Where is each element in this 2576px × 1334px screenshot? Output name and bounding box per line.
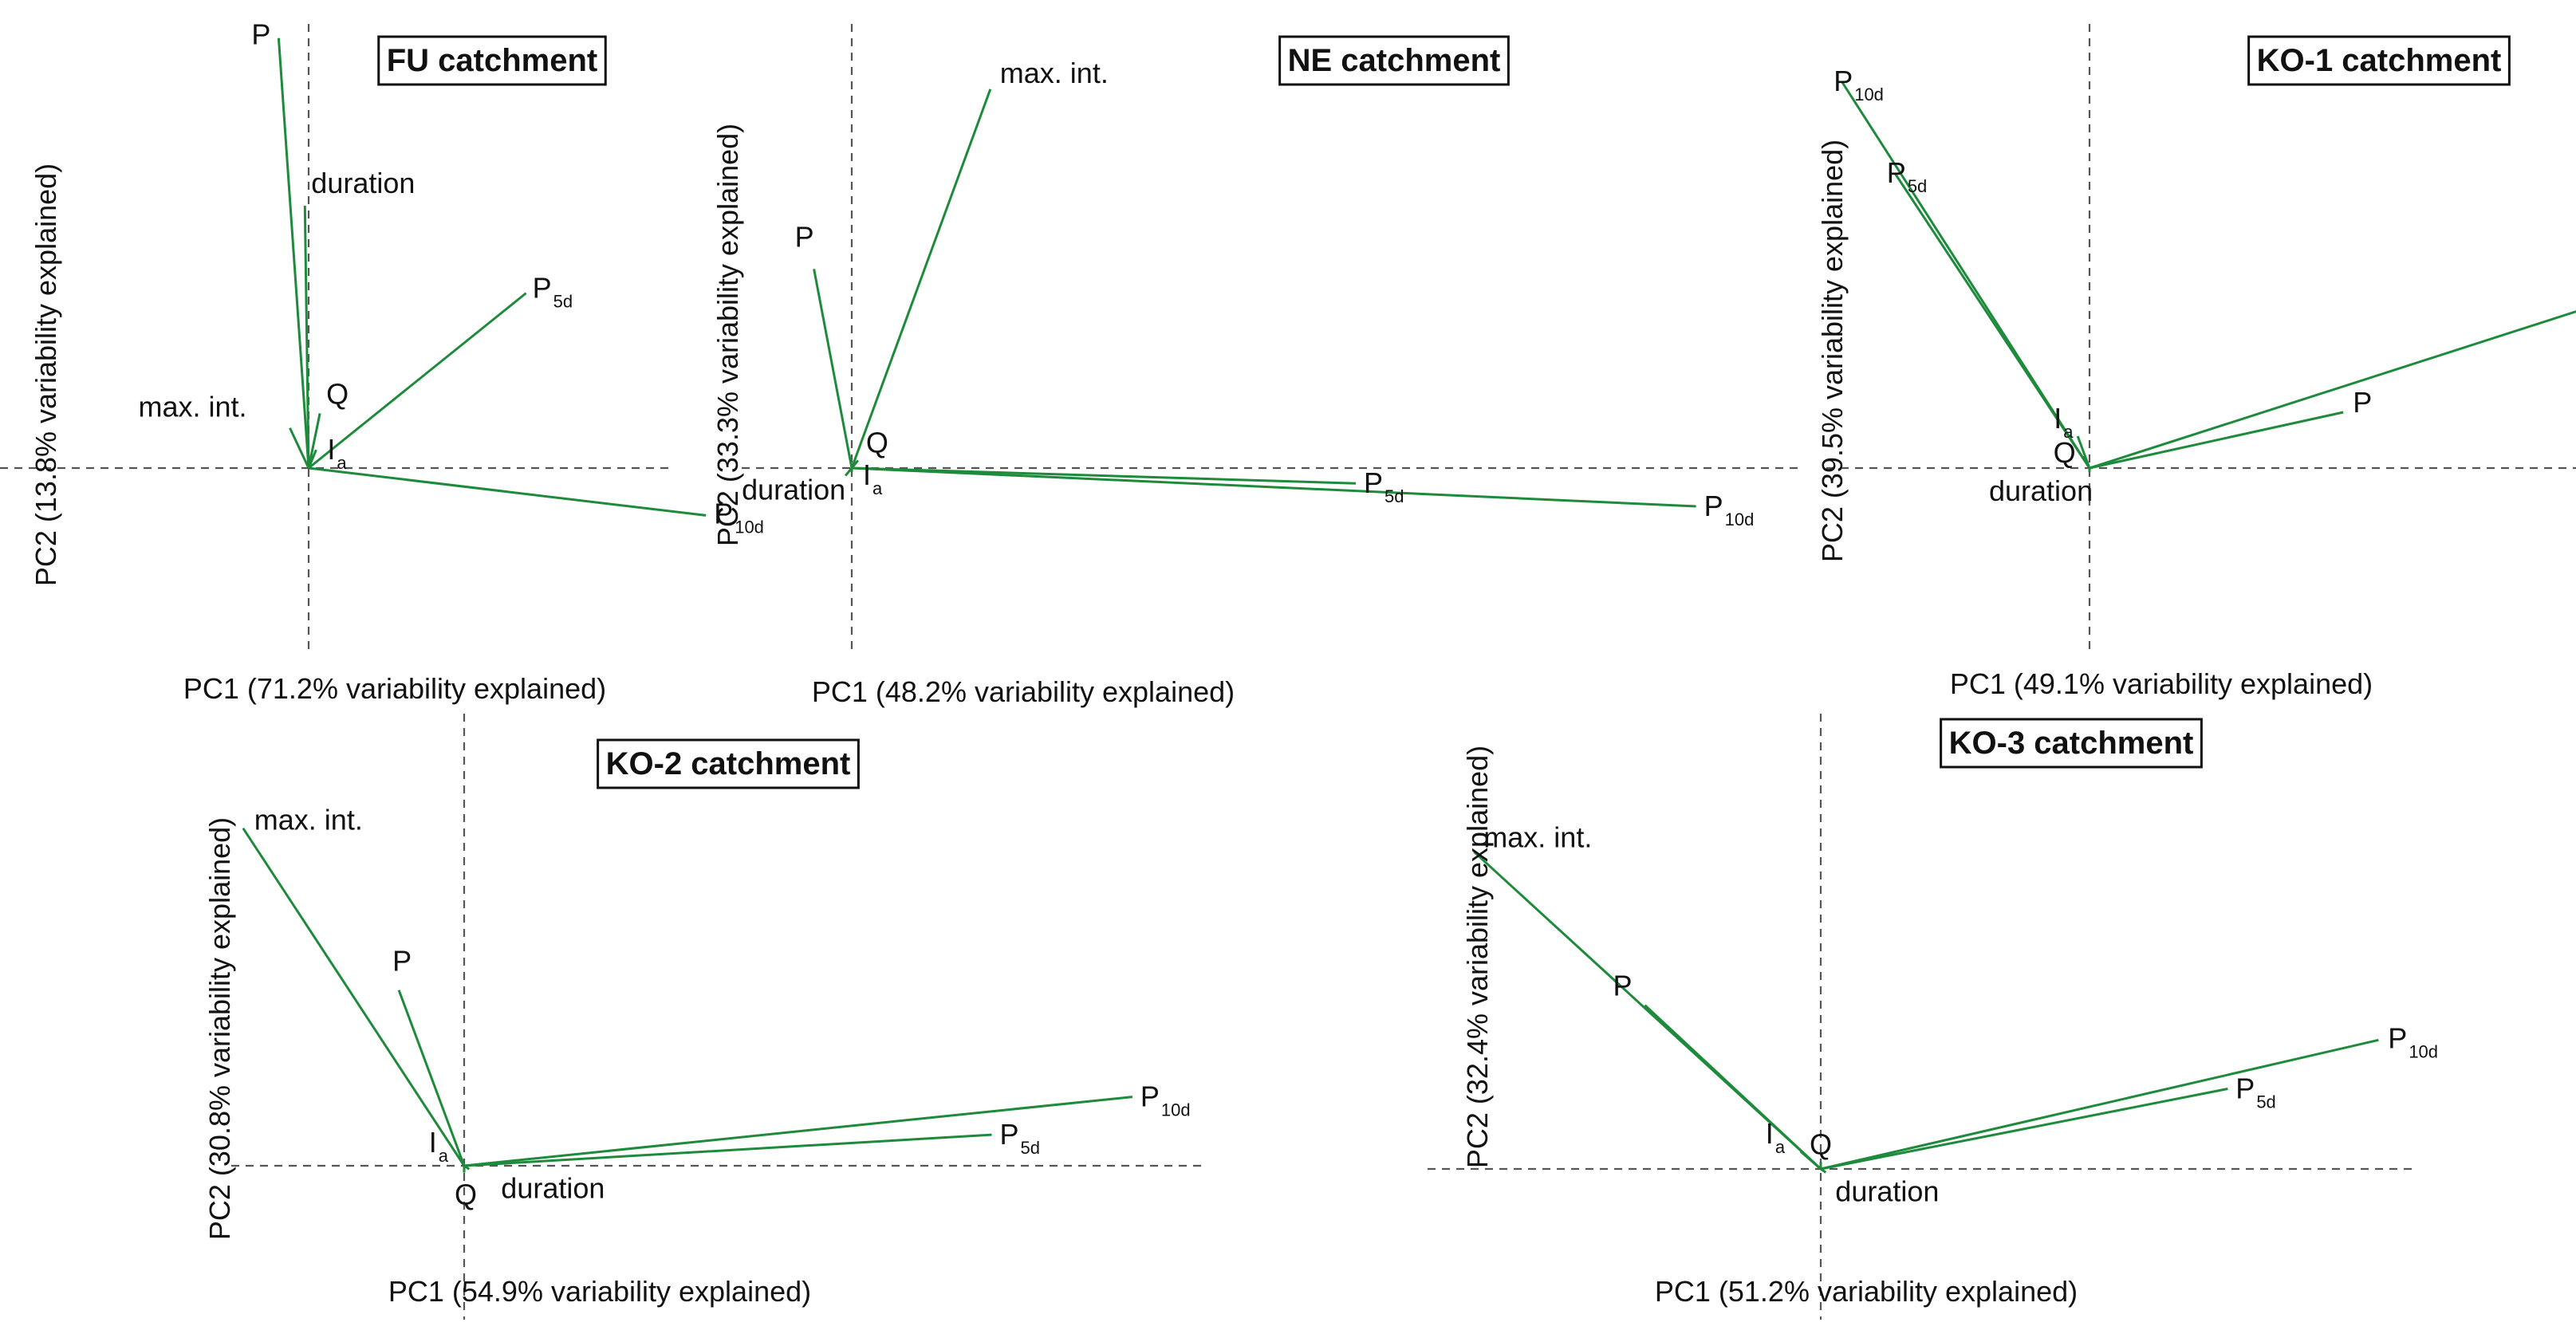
y-axis-label: PC2 (32.4% variability explained) xyxy=(1461,746,1494,1168)
variable-label-p: P xyxy=(251,18,270,51)
panel-title: NE catchment xyxy=(1288,43,1501,78)
loading-vector-p-10d xyxy=(1820,1038,2379,1171)
loading-vector-p-5d xyxy=(463,1133,992,1167)
variable-label-max-int: max. int. xyxy=(1483,820,1592,853)
variable-label-duration: duration xyxy=(1989,474,2093,507)
loading-vector-p xyxy=(813,269,853,469)
panel-title-box xyxy=(377,35,607,86)
panel-title-box xyxy=(1278,35,1510,86)
panel-title: KO-3 catchment xyxy=(1949,726,2194,761)
loading-vector-max-int xyxy=(2089,310,2576,470)
variable-label-duration: duration xyxy=(501,1171,605,1204)
loading-vector-duration xyxy=(303,205,310,469)
panel-title-box xyxy=(2247,35,2511,86)
loading-vector-p-5d xyxy=(1820,1088,2228,1171)
loading-vector-i-a xyxy=(1799,1151,1822,1171)
y-axis-label: PC2 (33.3% variability explained) xyxy=(711,124,744,546)
loading-vector-p xyxy=(1644,1004,1822,1171)
loading-vectors xyxy=(1473,851,2379,1174)
x-axis-label: PC1 (51.2% variability explained) xyxy=(1655,1275,2078,1308)
loading-vectors xyxy=(277,37,707,517)
x-axis-label: PC1 (71.2% variability explained) xyxy=(183,672,606,705)
loading-vector-i-a xyxy=(307,449,317,469)
loading-vector-q xyxy=(2082,455,2091,469)
y-axis-label: PC2 (13.8% variability explained) xyxy=(30,163,62,586)
panel-title-box xyxy=(597,738,860,789)
panel-title-box xyxy=(1940,718,2203,769)
variable-label-max-int: max. int. xyxy=(139,391,247,423)
loading-vector-max-int xyxy=(242,827,466,1167)
loading-vectors xyxy=(813,89,1696,508)
x-axis-label: PC1 (49.1% variability explained) xyxy=(1950,667,2373,700)
variable-label-duration: duration xyxy=(1835,1175,1939,1207)
loading-vector-duration xyxy=(463,1164,471,1171)
loading-vector-p-5d xyxy=(851,466,1357,485)
variable-label-q: Q xyxy=(1810,1127,1832,1160)
variable-label-max-int: max. int. xyxy=(254,804,363,836)
variable-label-q: Q xyxy=(455,1179,477,1211)
panel-title: KO-2 catchment xyxy=(606,746,851,781)
panel-title: FU catchment xyxy=(387,43,598,78)
variable-label-q: Q xyxy=(326,377,349,410)
x-axis-label: PC1 (54.9% variability explained) xyxy=(388,1275,811,1308)
loading-vector-duration xyxy=(844,467,853,477)
y-axis-label: PC2 (30.8% variability explained) xyxy=(203,817,236,1240)
loading-vector-max-int xyxy=(289,427,310,469)
x-axis-label: PC1 (48.2% variability explained) xyxy=(812,675,1235,708)
loading-vector-p-5d xyxy=(1893,172,2091,469)
loading-vector-p xyxy=(277,37,310,469)
loading-vector-p-10d xyxy=(463,1096,1133,1167)
loading-vectors xyxy=(1840,81,2576,472)
variable-label-duration: duration xyxy=(742,474,845,506)
variable-label-p: P xyxy=(2353,386,2372,419)
loading-vector-p xyxy=(2089,411,2344,470)
variable-label-p: P xyxy=(1613,970,1633,1002)
variable-label-q: Q xyxy=(2054,436,2076,469)
loading-vector-max-int xyxy=(850,89,992,469)
loading-vector-q xyxy=(850,459,860,469)
variable-label-q: Q xyxy=(866,426,888,458)
y-axis-label: PC2 (39.5% variability explained) xyxy=(1816,140,1849,562)
loading-vector-i-a xyxy=(458,1155,466,1167)
loading-vectors xyxy=(242,827,1133,1173)
loading-vector-p-10d xyxy=(851,466,1696,508)
loading-vector-q xyxy=(307,413,321,469)
variable-label-duration: duration xyxy=(311,167,415,199)
variable-label-p: P xyxy=(795,220,814,253)
loading-vector-p-10d xyxy=(308,466,707,517)
loading-vector-p xyxy=(397,990,466,1167)
loading-vector-p-5d xyxy=(308,292,527,470)
panel-title: KO-1 catchment xyxy=(2257,43,2502,78)
variable-label-p: P xyxy=(392,945,412,978)
variable-label-max-int: max. int. xyxy=(1000,57,1109,89)
loading-vector-duration xyxy=(1820,1167,1827,1174)
